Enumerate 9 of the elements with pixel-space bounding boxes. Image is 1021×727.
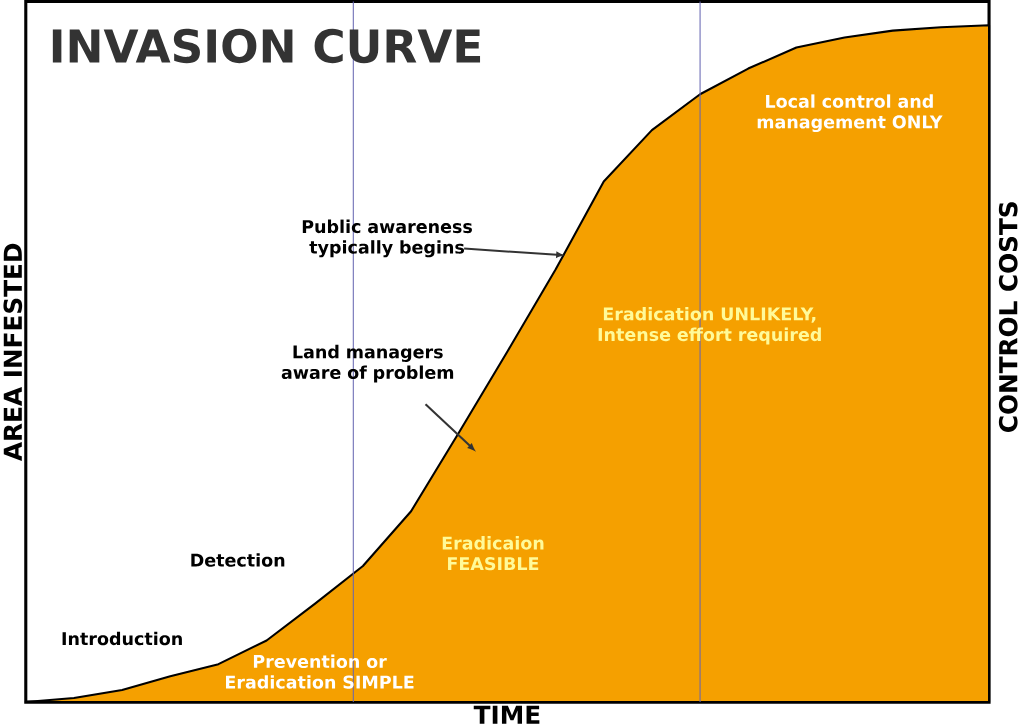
- annotation: Introduction: [62, 631, 182, 646]
- annotation: Public awareness typically begins: [302, 219, 472, 258]
- annotation: Detection: [191, 553, 285, 567]
- annotation: Eradicaion FEASIBLE: [442, 536, 544, 571]
- y2-axis-title: CONTROL COSTS: [998, 202, 1018, 432]
- x-axis-title: TIME: [473, 705, 540, 724]
- annotation: Land managers aware of problem: [281, 344, 454, 383]
- y-axis-title: AREA INFESTED: [3, 243, 23, 461]
- annotation: Local control and management ONLY: [757, 94, 943, 132]
